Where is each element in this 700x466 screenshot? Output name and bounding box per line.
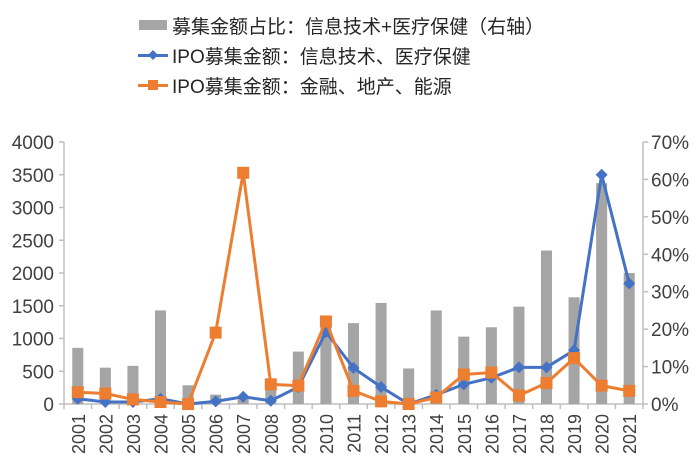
x-axis-tick-label: 2012 bbox=[372, 414, 392, 454]
diamond-line-swatch-icon bbox=[138, 45, 168, 65]
left-axis-tick-label: 0 bbox=[43, 395, 54, 416]
x-axis-tick-label: 2015 bbox=[455, 414, 475, 454]
x-axis-tick-label: 2011 bbox=[345, 414, 365, 453]
square-marker-icon bbox=[485, 366, 498, 379]
square-marker-icon bbox=[237, 166, 250, 179]
x-axis-tick-label: 2009 bbox=[289, 414, 309, 454]
square-marker-icon bbox=[182, 398, 195, 410]
left-axis-tick-label: 2500 bbox=[12, 231, 54, 252]
bar bbox=[403, 368, 415, 404]
left-axis-tick-label: 3500 bbox=[12, 166, 54, 187]
bar bbox=[540, 250, 553, 404]
left-axis-tick-label: 1500 bbox=[12, 297, 54, 318]
x-axis-tick-label: 2020 bbox=[593, 414, 613, 454]
bar bbox=[99, 367, 111, 404]
diamond-marker-icon bbox=[623, 277, 636, 290]
left-axis-tick-label: 1000 bbox=[12, 330, 54, 351]
bar-swatch-icon bbox=[138, 15, 168, 35]
x-axis-tick-label: 2016 bbox=[482, 414, 502, 454]
square-marker-icon bbox=[209, 326, 222, 339]
square-marker-icon bbox=[595, 379, 608, 392]
bar bbox=[513, 306, 525, 404]
x-axis-tick-label: 2010 bbox=[317, 414, 337, 454]
legend-item-share-bar: 募集金额占比：信息技术+医疗保健（右轴） bbox=[138, 10, 544, 40]
x-axis-tick-label: 2005 bbox=[179, 414, 199, 454]
square-marker-icon bbox=[540, 377, 553, 390]
diamond-marker-icon bbox=[595, 168, 608, 181]
bar bbox=[430, 310, 442, 404]
square-marker-icon bbox=[99, 387, 112, 400]
legend-item-fin-estate-energy: IPO募集金额：金融、地产、能源 bbox=[138, 70, 544, 100]
x-axis-tick-label: 2002 bbox=[96, 414, 116, 454]
x-axis-tick-label: 2021 bbox=[620, 414, 640, 454]
x-axis-tick-label: 2003 bbox=[124, 414, 144, 454]
diamond-marker-icon bbox=[512, 361, 525, 374]
x-axis-tick-label: 2013 bbox=[400, 414, 420, 454]
bar bbox=[292, 351, 304, 404]
diamond-marker-icon bbox=[209, 395, 222, 408]
square-marker-icon bbox=[292, 379, 305, 392]
left-axis-tick-label: 4000 bbox=[12, 133, 54, 154]
bar bbox=[320, 325, 332, 404]
x-axis-tick-label: 2017 bbox=[510, 414, 530, 454]
right-axis-tick-label: 50% bbox=[651, 208, 689, 229]
square-line-swatch-icon bbox=[138, 75, 168, 95]
right-axis-tick-label: 70% bbox=[651, 133, 689, 154]
square-marker-icon bbox=[430, 391, 443, 404]
x-axis-tick-label: 2004 bbox=[152, 414, 172, 454]
square-marker-icon bbox=[319, 315, 332, 328]
legend-label: IPO募集金额：金融、地产、能源 bbox=[172, 76, 452, 98]
bar bbox=[596, 183, 608, 404]
right-axis-tick-label: 60% bbox=[651, 170, 689, 191]
x-axis-tick-label: 2007 bbox=[234, 414, 254, 454]
square-marker-icon bbox=[126, 393, 139, 406]
bar bbox=[72, 347, 84, 404]
line-series bbox=[71, 166, 636, 410]
x-axis-tick-label: 2008 bbox=[262, 414, 282, 454]
bar bbox=[127, 365, 139, 404]
square-marker-icon bbox=[457, 368, 470, 381]
x-axis-tick-label: 2001 bbox=[69, 414, 89, 454]
square-marker-icon bbox=[623, 384, 636, 397]
bar bbox=[623, 273, 635, 404]
left-axis-tick-label: 2000 bbox=[12, 264, 54, 285]
chart-legend: 募集金额占比：信息技术+医疗保健（右轴） IPO募集金额：信息技术、医疗保健 I… bbox=[138, 10, 544, 100]
x-axis-tick-label: 2018 bbox=[538, 414, 558, 454]
bar bbox=[154, 310, 167, 404]
square-marker-icon bbox=[402, 398, 415, 410]
diamond-marker-icon bbox=[375, 380, 388, 393]
legend-label: IPO募集金额：信息技术、医疗保健 bbox=[172, 46, 471, 68]
diamond-marker-icon bbox=[347, 361, 360, 374]
bar bbox=[375, 302, 387, 404]
right-axis-tick-label: 20% bbox=[651, 320, 689, 341]
square-marker-icon bbox=[347, 384, 360, 397]
left-axis-tick-label: 500 bbox=[22, 362, 54, 383]
x-axis-tick-label: 2014 bbox=[427, 414, 447, 454]
bar bbox=[182, 385, 194, 404]
left-axis-tick-label: 3000 bbox=[12, 199, 54, 220]
legend-label: 募集金额占比：信息技术+医疗保健（右轴） bbox=[172, 16, 545, 38]
square-marker-icon bbox=[512, 389, 525, 402]
diamond-marker-icon bbox=[237, 390, 250, 403]
square-marker-icon bbox=[154, 396, 167, 409]
legend-item-it-healthcare: IPO募集金额：信息技术、医疗保健 bbox=[138, 40, 544, 70]
diamond-marker-icon bbox=[457, 378, 470, 391]
square-marker-icon bbox=[71, 386, 84, 399]
x-axis-tick-label: 2006 bbox=[207, 414, 227, 454]
square-marker-icon bbox=[568, 352, 581, 365]
square-marker-icon bbox=[264, 378, 277, 391]
x-axis-tick-label: 2019 bbox=[565, 414, 585, 454]
right-axis-tick-label: 40% bbox=[651, 245, 689, 266]
right-axis-tick-label: 30% bbox=[651, 283, 689, 304]
diamond-marker-icon bbox=[264, 394, 277, 407]
bar bbox=[265, 385, 277, 404]
square-marker-icon bbox=[375, 395, 388, 408]
right-axis-tick-label: 10% bbox=[651, 358, 689, 379]
right-axis-tick-label: 0% bbox=[651, 395, 679, 416]
bar bbox=[485, 327, 497, 404]
diamond-marker-icon bbox=[540, 361, 553, 374]
